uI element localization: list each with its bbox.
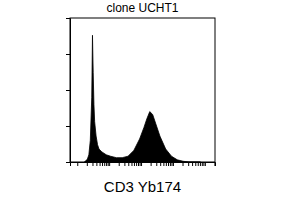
y-tick [66,18,70,19]
title: clone UCHT1 [106,1,178,15]
x-tick-mark [163,162,164,166]
x-axis-line [71,163,216,167]
x-tick [108,162,109,166]
x-tick [163,162,164,166]
x-tick [138,162,139,166]
x-tick [134,162,135,166]
x-tick [140,162,141,166]
x-tick [170,162,171,166]
x-tick [188,162,189,166]
x-tick [168,162,169,166]
x-tick-mark [170,162,171,166]
x-tick [192,162,193,166]
x-tick-mark [173,162,174,166]
x-tick [202,162,203,166]
x-tick [203,162,204,166]
x-tick [106,162,107,166]
x-tick-mark [141,162,142,166]
x-tick-mark [77,162,78,166]
y-tick [66,54,70,55]
x-tick-mark [156,162,157,166]
x-tick [131,162,132,166]
x-tick-mark [108,162,109,166]
x-tick [96,162,97,166]
x-tick-mark [109,162,110,166]
x-tick [173,162,174,166]
x-tick-mark [168,162,169,166]
x-tick-mark [203,162,204,166]
plot-frame [70,18,215,162]
x-tick-mark [136,162,137,166]
x-tick-mark [106,162,107,166]
plot-area [85,35,201,162]
x-tick-mark [183,162,184,166]
y-tick-mark [66,18,70,19]
x-tick-mark [131,162,132,166]
x-tick [195,162,196,166]
x-tick [200,162,201,166]
x-tick-mark [166,162,167,166]
x-tick-mark [119,162,120,166]
x-tick-mark [104,162,105,166]
x-tick-mark [188,162,189,166]
x-tick [128,162,129,166]
x-tick [214,162,215,166]
histogram-area [85,35,201,162]
x-tick-mark [214,162,215,166]
x-tick [104,162,105,166]
x-tick-mark [195,162,196,166]
x-tick [166,162,167,166]
x-tick [119,162,120,166]
x-tick [136,162,137,166]
y-tick-mark [66,162,70,163]
x-tick [77,162,78,166]
x-tick [124,162,125,166]
x-tick-mark [92,162,93,166]
x-tick [141,162,142,166]
x-tick [100,162,101,166]
x-tick-mark [134,162,135,166]
x-tick [92,162,93,166]
x-axis-title: CD3 Yb174 [104,178,181,195]
x-tick [172,162,173,166]
y-tick [66,90,70,91]
x-tick-mark [102,162,103,166]
x-tick [109,162,110,166]
x-tick [205,162,206,166]
x-tick-mark [198,162,199,166]
y-tick [66,162,70,163]
x-tick [156,162,157,166]
x-tick-mark [140,162,141,166]
x-tick-mark [200,162,201,166]
x-tick-mark [202,162,203,166]
x-tick [198,162,199,166]
x-tick [151,162,152,166]
chart: clone UCHT1 CD3 Yb174 [0,0,300,200]
y-tick-mark [66,90,70,91]
x-tick-mark [138,162,139,166]
x-tick-mark [128,162,129,166]
x-tick [183,162,184,166]
x-axis [71,162,216,166]
x-tick-mark [192,162,193,166]
x-tick-mark [160,162,161,166]
y-tick-mark [66,126,70,127]
x-tick-mark [96,162,97,166]
x-tick-mark [151,162,152,166]
y-tick [66,126,70,127]
x-tick-mark [100,162,101,166]
x-tick [87,162,88,166]
x-tick [160,162,161,166]
y-tick-mark [66,54,70,55]
x-tick-mark [205,162,206,166]
x-tick-mark [87,162,88,166]
x-tick [102,162,103,166]
x-tick-mark [124,162,125,166]
x-tick-mark [172,162,173,166]
